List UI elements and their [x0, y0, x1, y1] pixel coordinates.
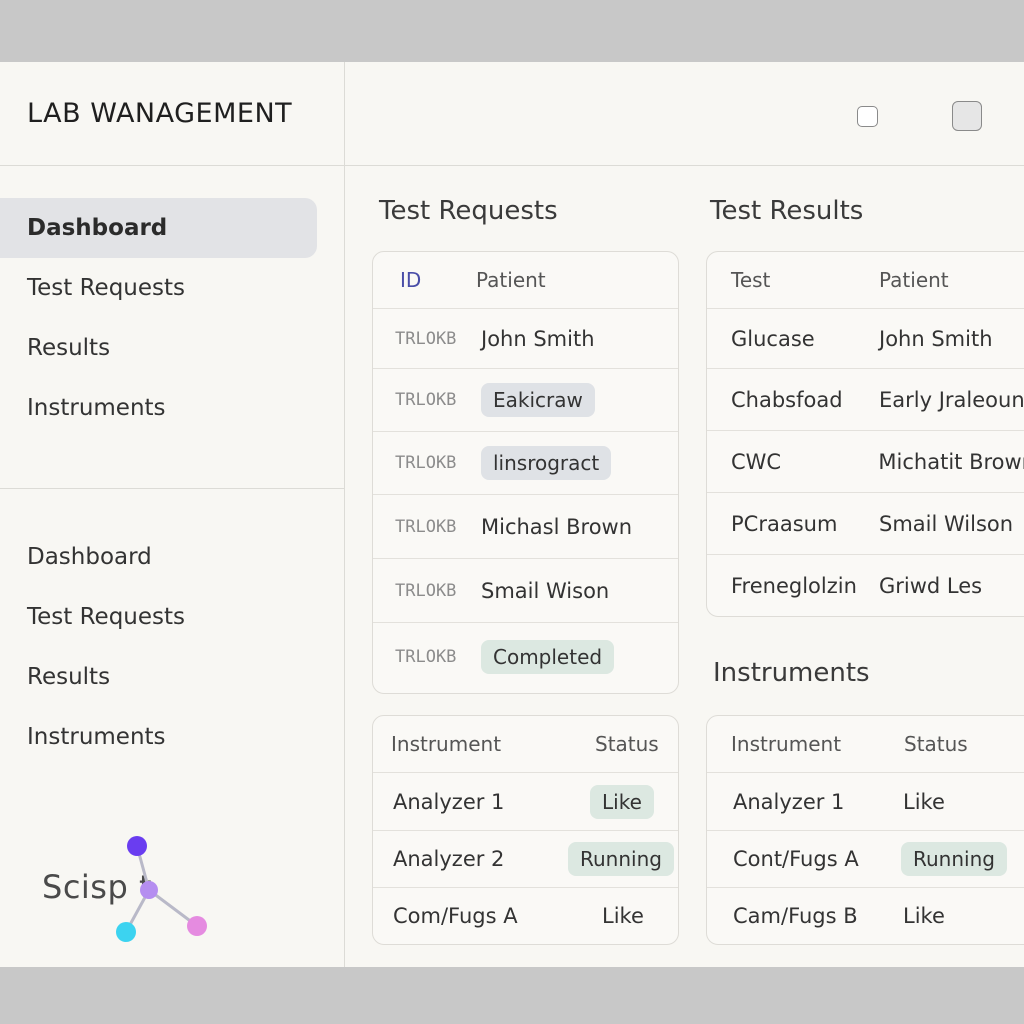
instruments-card-right: Instrument Status Analyzer 1 Like Cont/F…	[706, 715, 1024, 945]
result-test: Chabsfoad	[731, 387, 843, 412]
table-row[interactable]: TRLOKB Completed	[373, 622, 678, 690]
molecule-icon	[116, 836, 207, 942]
status-badge: Like	[590, 784, 654, 819]
nav2-item-test-requests[interactable]: Test Requests	[27, 604, 186, 630]
table-row[interactable]: TRLOKB Michasl Brown	[373, 494, 678, 558]
col-header-test: Test	[731, 268, 771, 292]
app-title: LAB WANAGEMENT	[27, 98, 293, 129]
result-patient: Michatit Brown	[878, 449, 1024, 474]
result-test: CWC	[731, 449, 782, 474]
instrument-name: Cam/Fugs B	[733, 904, 858, 928]
nav2-item-results[interactable]: Results	[27, 664, 111, 690]
table-row[interactable]: TRLOKB Smail Wison	[373, 558, 678, 622]
main-content: Test Requests ID Patient TRLOKB John Smi…	[345, 62, 1024, 967]
instrument-status: Like	[903, 904, 945, 928]
status-badge: Running	[901, 842, 1007, 876]
nav2-item-instruments[interactable]: Instruments	[27, 724, 166, 750]
table-row[interactable]: Cont/Fugs A Running	[707, 830, 1024, 887]
col-header-status: Status	[904, 732, 968, 756]
result-patient: Smail Wilson	[879, 511, 1014, 536]
table-header: Instrument Status	[373, 716, 678, 772]
col-header-instrument: Instrument	[731, 732, 842, 756]
instruments-card-left: Instrument Status Analyzer 1 Like Analyz…	[372, 715, 679, 945]
test-requests-title: Test Requests	[379, 196, 558, 226]
nav-item-test-requests[interactable]: Test Requests	[27, 275, 186, 301]
table-row[interactable]: Analyzer 1 Like	[707, 772, 1024, 830]
request-id: TRLOKB	[395, 646, 457, 667]
sidebar: LAB WANAGEMENT Dashboard Test Requests R…	[0, 62, 345, 967]
result-patient: Griwd Les	[879, 573, 983, 598]
table-row[interactable]: Analyzer 2 Running	[373, 830, 678, 887]
request-patient: Smail Wison	[481, 578, 610, 603]
secondary-nav: Dashboard Test Requests Results Instrume…	[0, 489, 344, 767]
col-header-patient: Patient	[476, 268, 546, 292]
table-header: ID Patient	[373, 252, 678, 308]
table-row[interactable]: Com/Fugs A Like	[373, 887, 678, 944]
nav-item-results[interactable]: Results	[27, 335, 111, 361]
nav-item-instruments[interactable]: Instruments	[27, 395, 166, 421]
top-bar	[345, 62, 1024, 166]
table-row[interactable]: Glucase John Smith	[707, 308, 1024, 368]
instruments-title: Instruments	[713, 658, 870, 688]
col-header-status: Status	[595, 732, 659, 756]
instrument-name: Analyzer 1	[733, 789, 845, 814]
request-patient: Michasl Brown	[481, 514, 633, 539]
result-test: Freneglolzin	[731, 573, 857, 598]
nav-item-dashboard[interactable]: Dashboard	[0, 198, 317, 258]
logo-text: Scisp t	[42, 868, 152, 906]
col-header-id: ID	[400, 268, 422, 292]
request-id: TRLOKB	[395, 516, 457, 537]
nav-divider	[0, 488, 344, 489]
request-id: TRLOKB	[395, 328, 457, 349]
table-row[interactable]: TRLOKB linsrogract	[373, 431, 678, 494]
request-id: TRLOKB	[395, 580, 457, 601]
top-checkbox-large[interactable]	[952, 101, 982, 131]
table-row[interactable]: Chabsfoad Early Jraleoun	[707, 368, 1024, 430]
status-badge: Running	[568, 842, 674, 876]
app-window: LAB WANAGEMENT Dashboard Test Requests R…	[0, 62, 1024, 967]
request-patient: John Smith	[481, 326, 595, 351]
table-row[interactable]: TRLOKB John Smith	[373, 308, 678, 368]
result-test: Glucase	[731, 326, 815, 351]
table-row[interactable]: CWC Michatit Brown	[707, 430, 1024, 492]
col-header-instrument: Instrument	[391, 732, 502, 756]
result-test: PCraasum	[731, 511, 838, 536]
request-id: TRLOKB	[395, 453, 457, 473]
instrument-name: Analyzer 2	[393, 847, 505, 871]
instrument-name: Analyzer 1	[393, 789, 505, 814]
request-patient-chip: Eakicraw	[481, 383, 595, 417]
table-row[interactable]: Analyzer 1 Like	[373, 772, 678, 830]
brand-bar: LAB WANAGEMENT	[0, 62, 344, 166]
nav2-item-dashboard[interactable]: Dashboard	[27, 544, 152, 570]
request-patient-chip: linsrogract	[481, 446, 612, 480]
primary-nav: Dashboard Test Requests Results Instrume…	[0, 166, 344, 438]
instrument-name: Com/Fugs A	[393, 904, 518, 928]
test-results-title: Test Results	[710, 196, 864, 226]
instrument-status: Like	[602, 904, 644, 928]
test-requests-card: ID Patient TRLOKB John Smith TRLOKB Eaki…	[372, 251, 679, 694]
col-header-patient: Patient	[879, 268, 949, 292]
instrument-name: Cont/Fugs A	[733, 847, 859, 871]
result-patient: Early Jraleoun	[879, 387, 1024, 412]
instrument-status: Like	[903, 789, 945, 814]
request-id: TRLOKB	[395, 390, 457, 410]
table-row[interactable]: TRLOKB Eakicraw	[373, 368, 678, 431]
table-header: Instrument Status	[707, 716, 1024, 772]
status-badge: Completed	[481, 639, 615, 674]
table-row[interactable]: Freneglolzin Griwd Les	[707, 554, 1024, 616]
table-row[interactable]: Cam/Fugs B Like	[707, 887, 1024, 944]
test-results-card: Test Patient Glucase John Smith Chabsfoa…	[706, 251, 1024, 617]
table-header: Test Patient	[707, 252, 1024, 308]
result-patient: John Smith	[879, 326, 993, 351]
scispot-logo: Scisp t	[42, 832, 222, 952]
top-checkbox-small[interactable]	[857, 106, 878, 127]
table-row[interactable]: PCraasum Smail Wilson	[707, 492, 1024, 554]
